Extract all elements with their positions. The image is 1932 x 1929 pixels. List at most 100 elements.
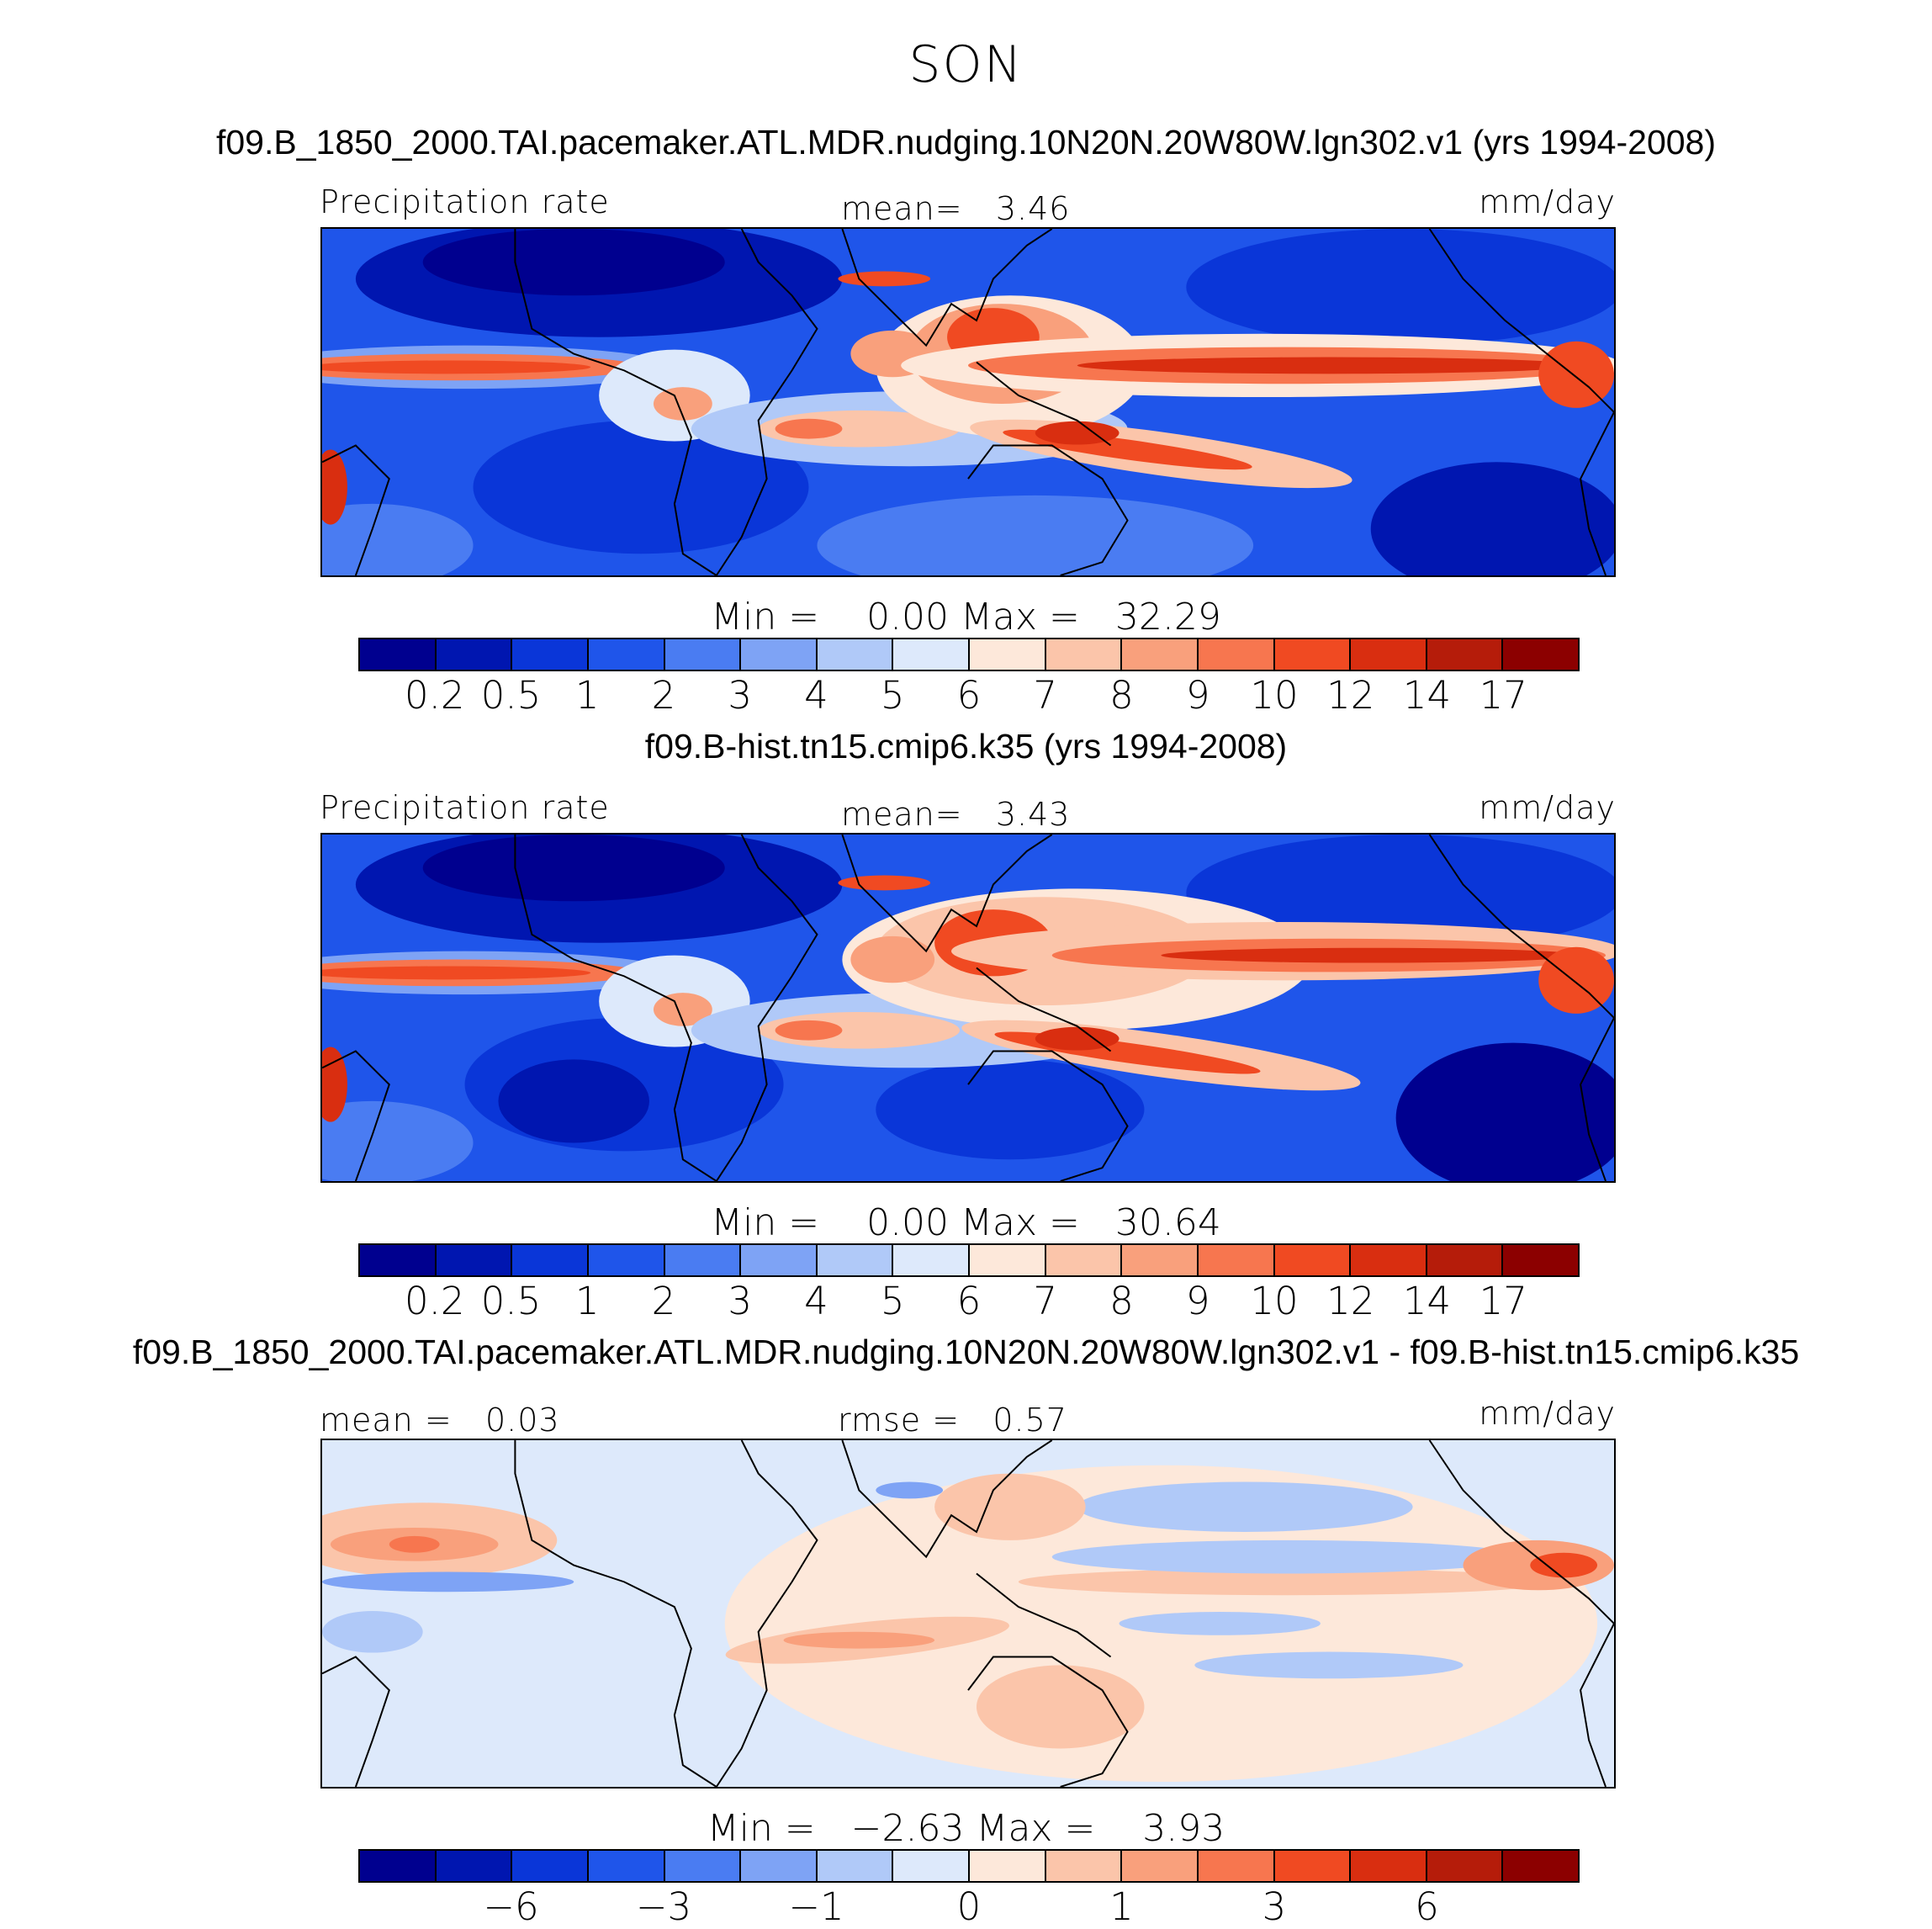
colorbar-swatch — [1427, 1245, 1504, 1275]
colorbar-swatch — [1122, 1851, 1199, 1881]
colorbar-swatch — [1045, 639, 1123, 670]
panel-3-min-value: −2.63 — [850, 1807, 965, 1850]
colorbar-swatch — [1427, 1851, 1504, 1881]
colorbar-swatch — [1122, 639, 1199, 670]
panel-1-mean-label: mean= — [841, 190, 963, 227]
colorbar-tick-label: 17 — [1479, 1279, 1527, 1323]
colorbar-swatch — [1274, 639, 1352, 670]
colorbar-swatch — [588, 1245, 665, 1275]
panel-2-precip-map — [320, 833, 1616, 1183]
colorbar-swatch — [893, 1851, 970, 1881]
panel-1-mean-value: 3.46 — [995, 190, 1071, 227]
colorbar-tick-label: 5 — [880, 1279, 905, 1323]
colorbar-swatch — [741, 1851, 818, 1881]
panel-2-min-label: Min = — [711, 1201, 820, 1244]
colorbar-tick-label: 0.2 — [404, 673, 465, 718]
panel-3-rmse-label: rmse = — [838, 1402, 961, 1439]
panel-3-title: f09.B_1850_2000.TAI.pacemaker.ATL.MDR.nu… — [132, 1333, 1800, 1371]
colorbar-swatch — [664, 1245, 742, 1275]
colorbar-swatch — [436, 1245, 513, 1275]
colorbar-tick-label: 1 — [1109, 1884, 1134, 1929]
colorbar-tick-label: 5 — [880, 673, 905, 718]
figure-season-title: SON — [908, 35, 1024, 94]
panel-3-min-label: Min = — [707, 1807, 816, 1850]
colorbar-swatch — [1198, 639, 1275, 670]
colorbar-tick-label: 7 — [1033, 1279, 1058, 1323]
colorbar-tick-label: 6 — [1415, 1884, 1439, 1929]
panel-3-minmax: Min = −2.63 Max = 3.93 — [0, 1807, 1932, 1850]
colorbar-swatch — [1351, 1245, 1427, 1275]
colorbar-swatch — [1045, 1851, 1123, 1881]
colorbar-tick-label: 8 — [1109, 1279, 1134, 1323]
colorbar-tick-label: 9 — [1185, 1279, 1210, 1323]
panel-1-colorbar — [358, 638, 1580, 671]
panel-2-colorbar — [358, 1243, 1580, 1277]
colorbar-tick-label: 12 — [1326, 1279, 1375, 1323]
panel-3-mean-stat: mean = 0.03 — [320, 1402, 560, 1439]
colorbar-tick-label: 0.5 — [480, 673, 542, 718]
colorbar-swatch — [436, 1851, 513, 1881]
panel-2-mean-value: 3.43 — [995, 796, 1071, 833]
colorbar-swatch — [893, 1245, 970, 1275]
colorbar-swatch — [1351, 1851, 1427, 1881]
colorbar-tick-label: 10 — [1250, 673, 1299, 718]
colorbar-tick-label: 1 — [574, 673, 600, 718]
panel-2-mean-stat: mean= 3.43 — [841, 796, 1070, 833]
colorbar-swatch — [741, 639, 818, 670]
panel-2-variable-label: Precipitation rate — [320, 789, 610, 826]
colorbar-tick-label: 10 — [1250, 1279, 1299, 1323]
colorbar-tick-label: 3 — [728, 673, 753, 718]
colorbar-swatch — [512, 639, 589, 670]
colorbar-tick-label: 4 — [804, 673, 828, 718]
panel-1-precip-map — [320, 227, 1616, 577]
colorbar-swatch — [512, 1245, 589, 1275]
colorbar-swatch — [1122, 1245, 1199, 1275]
colorbar-swatch — [1427, 639, 1504, 670]
panel-1-max-value: 32.29 — [1114, 596, 1221, 639]
colorbar-swatch — [360, 1245, 437, 1275]
colorbar-tick-label: −1 — [788, 1884, 844, 1929]
colorbar-swatch — [1045, 1245, 1123, 1275]
colorbar-swatch — [360, 639, 437, 670]
colorbar-tick-label: 1 — [574, 1279, 600, 1323]
panel-1-units: mm/day — [1479, 183, 1616, 220]
colorbar-swatch — [360, 1851, 437, 1881]
panel-1-mean-stat: mean= 3.46 — [841, 190, 1070, 227]
panel-2-mean-label: mean= — [841, 796, 963, 833]
panel-2-units: mm/day — [1479, 789, 1616, 826]
colorbar-tick-label: 14 — [1402, 1279, 1452, 1323]
colorbar-swatch — [741, 1245, 818, 1275]
colorbar-tick-label: 0 — [956, 1884, 982, 1929]
colorbar-tick-label: 7 — [1033, 673, 1058, 718]
colorbar-tick-label: 2 — [651, 673, 676, 718]
colorbar-tick-label: 3 — [728, 1279, 753, 1323]
panel-2-minmax: Min = 0.00 Max = 30.64 — [0, 1201, 1932, 1244]
colorbar-tick-label: 3 — [1262, 1884, 1287, 1929]
colorbar-tick-label: 9 — [1185, 673, 1210, 718]
colorbar-swatch — [817, 1245, 894, 1275]
panel-3-max-value: 3.93 — [1142, 1807, 1225, 1850]
panel-2-title: f09.B-hist.tn15.cmip6.k35 (yrs 1994-2008… — [644, 727, 1288, 766]
panel-2-max-value: 30.64 — [1114, 1201, 1221, 1244]
colorbar-swatch — [970, 1245, 1046, 1275]
panel-3-mean-label: mean = — [320, 1402, 453, 1439]
colorbar-tick-label: 14 — [1402, 673, 1452, 718]
panel-1-min-value: 0.00 — [866, 596, 950, 639]
colorbar-swatch — [1503, 639, 1578, 670]
colorbar-tick-label: 2 — [651, 1279, 676, 1323]
colorbar-swatch — [970, 1851, 1046, 1881]
panel-1-minmax: Min = 0.00 Max = 32.29 — [0, 596, 1932, 639]
colorbar-tick-label: 0.5 — [480, 1279, 542, 1323]
panel-3-units: mm/day — [1479, 1395, 1616, 1432]
colorbar-swatch — [893, 639, 970, 670]
colorbar-tick-label: 4 — [804, 1279, 828, 1323]
panel-2-max-label: Max = — [961, 1201, 1080, 1244]
panel-3-mean-value: 0.03 — [484, 1402, 560, 1439]
colorbar-tick-label: 17 — [1479, 673, 1527, 718]
colorbar-swatch — [817, 639, 894, 670]
colorbar-swatch — [436, 639, 513, 670]
panel-2-min-value: 0.00 — [866, 1201, 950, 1244]
colorbar-swatch — [588, 1851, 665, 1881]
colorbar-swatch — [1198, 1851, 1275, 1881]
colorbar-swatch — [1274, 1245, 1352, 1275]
